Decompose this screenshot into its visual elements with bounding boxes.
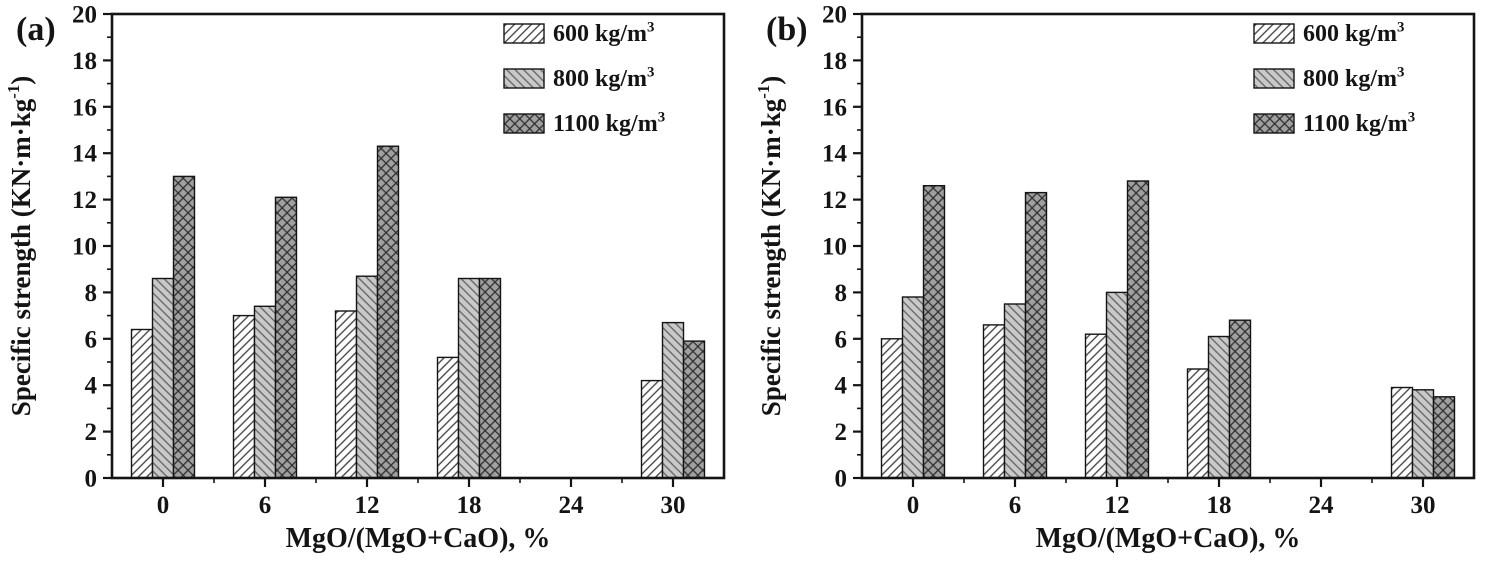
x-tick-label: 18	[1207, 492, 1232, 519]
y-tick-label: 16	[822, 94, 847, 121]
x-tick-label: 0	[907, 492, 920, 519]
y-tick-label: 4	[85, 373, 98, 400]
bar-s1-c6	[253, 305, 277, 479]
y-tick-label: 20	[72, 2, 97, 29]
y-tick-label: 2	[835, 419, 848, 446]
x-axis-label: MgO/(MgO+CaO), %	[1036, 523, 1301, 554]
y-tick-label: 6	[835, 326, 848, 353]
bar-s0-c0	[880, 338, 904, 479]
legend-swatch-s1	[503, 68, 545, 89]
x-tick-label: 6	[1009, 492, 1022, 519]
bar-s1-c30	[661, 321, 685, 479]
legend-label-s2: 1100 kg/m3	[553, 109, 665, 137]
x-tick-label: 24	[1309, 492, 1335, 519]
bar-s1-c12	[1105, 291, 1129, 479]
bar-s2-c18	[1228, 319, 1252, 479]
bar-s0-c12	[334, 310, 358, 479]
y-tick-label: 20	[822, 2, 847, 29]
y-tick-label: 14	[822, 141, 848, 168]
x-tick-label: 12	[355, 492, 380, 519]
y-axis-label: Specific strength (KN·m·kg-1)	[754, 76, 786, 416]
x-tick-label: 30	[661, 492, 686, 519]
panel-a: 0 2 4 6 8 10 12 14 16 18 20 0 6 12 18 24 30 MgO/(MgO+CaO)…	[4, 2, 726, 554]
legend-label-s1: 800 kg/m3	[1303, 64, 1404, 92]
legend-swatch-s2	[503, 113, 545, 134]
bar-s1-c18	[457, 277, 481, 479]
bar-s0-c0	[130, 328, 154, 479]
bar-s1-c18	[1207, 335, 1231, 479]
y-tick-label: 10	[72, 234, 97, 261]
bar-s1-c12	[355, 275, 379, 479]
y-tick-label: 10	[822, 234, 847, 261]
bar-s0-c18	[436, 356, 460, 479]
y-tick-label: 8	[85, 280, 98, 307]
x-tick-label: 30	[1411, 492, 1436, 519]
legend-swatch-s0	[503, 23, 545, 44]
bar-s0-c12	[1084, 333, 1108, 479]
legend-label-s2: 1100 kg/m3	[1303, 109, 1415, 137]
bar-s0-c6	[982, 324, 1006, 479]
legend-label-s1: 800 kg/m3	[553, 64, 654, 92]
legend-swatch-s1	[1253, 68, 1295, 89]
legend-swatch-s2	[1253, 113, 1295, 134]
bar-s2-c6	[1024, 191, 1048, 479]
y-tick-label: 16	[72, 94, 97, 121]
bar-s2-c0	[172, 175, 196, 479]
legend-label-s0: 600 kg/m3	[553, 19, 654, 47]
legend-swatch-s0	[1253, 23, 1295, 44]
y-tick-label: 0	[835, 466, 848, 493]
x-tick-label: 12	[1105, 492, 1130, 519]
bar-s1-c0	[151, 277, 175, 479]
panel-label: (b)	[766, 11, 808, 48]
y-tick-label: 4	[835, 373, 848, 400]
x-tick-label: 18	[457, 492, 482, 519]
bar-s0-c30	[1390, 386, 1414, 479]
x-tick-label: 24	[559, 492, 585, 519]
x-axis-label: MgO/(MgO+CaO), %	[286, 523, 551, 554]
bar-s2-c30	[1432, 396, 1456, 479]
y-axis-label: Specific strength (KN·m·kg-1)	[4, 76, 36, 416]
bar-s2-c18	[478, 277, 502, 479]
y-tick-label: 2	[85, 419, 98, 446]
bar-s2-c6	[274, 196, 298, 479]
legend-label-s0: 600 kg/m3	[1303, 19, 1404, 47]
bar-s2-c12	[1126, 180, 1150, 479]
y-tick-label: 12	[822, 187, 847, 214]
bar-s2-c0	[922, 184, 946, 479]
y-tick-label: 14	[72, 141, 98, 168]
x-tick-label: 0	[157, 492, 170, 519]
y-tick-label: 12	[72, 187, 97, 214]
y-tick-label: 18	[72, 48, 97, 75]
panel-b: 0 2 4 6 8 10 12 14 16 18 20 0 6 12 18 24 30 MgO/(MgO+CaO)…	[750, 0, 1500, 569]
y-tick-label: 8	[835, 280, 848, 307]
bar-s0-c30	[640, 379, 664, 479]
bar-s1-c6	[1003, 303, 1027, 479]
bar-s1-c30	[1411, 389, 1435, 479]
y-tick-label: 6	[85, 326, 98, 353]
bar-s2-c30	[682, 340, 706, 479]
bar-s1-c0	[901, 296, 925, 479]
panel-label: (a)	[16, 11, 56, 48]
y-tick-label: 18	[822, 48, 847, 75]
bar-s0-c6	[232, 314, 256, 479]
bar-s0-c18	[1186, 368, 1210, 479]
x-tick-label: 6	[259, 492, 272, 519]
y-tick-label: 0	[85, 466, 98, 493]
bar-s2-c12	[376, 145, 400, 479]
